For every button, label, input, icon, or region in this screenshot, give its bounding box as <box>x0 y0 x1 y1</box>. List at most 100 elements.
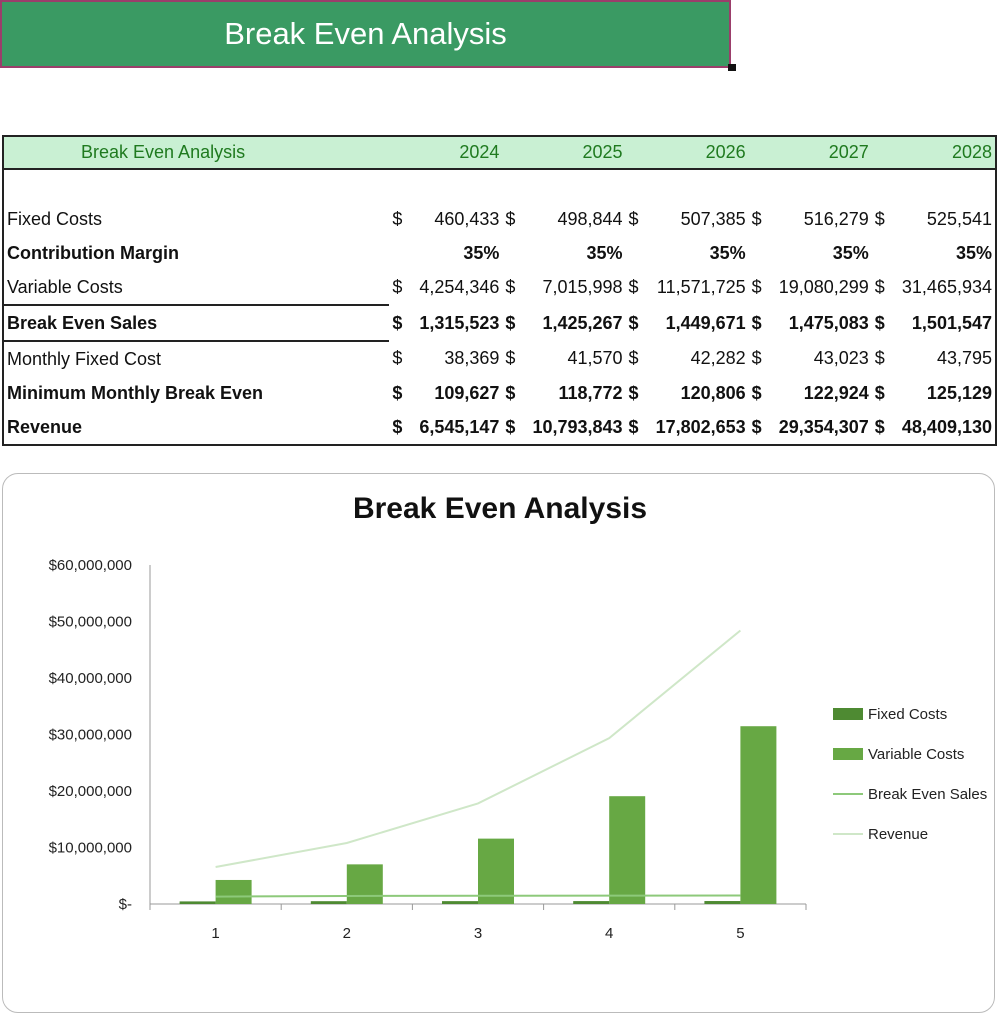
table-row: Monthly Fixed Cost $38,369 $41,570 $42,282 $… <box>3 341 996 376</box>
header-spacer <box>389 136 417 170</box>
row-label: Revenue <box>7 416 83 437</box>
row-value: 1,501,547 <box>911 312 992 333</box>
currency-symbol: $ <box>874 382 885 403</box>
row-value: 516,279 <box>803 208 869 229</box>
variable-costs-bar <box>609 796 646 904</box>
y-tick-label: $10,000,000 <box>49 840 132 857</box>
currency-symbol: $ <box>392 312 403 333</box>
chart-title: Break Even Analysis <box>352 492 648 525</box>
legend-swatch <box>833 708 863 720</box>
legend-item: Break Even Sales <box>833 786 987 803</box>
row-value: 19,080,299 <box>778 277 869 297</box>
currency-symbol: $ <box>505 348 516 368</box>
currency-symbol: $ <box>874 416 885 437</box>
row-value: 35% <box>955 242 992 263</box>
revenue-line <box>215 629 742 869</box>
row-value: 525,541 <box>926 208 992 229</box>
row-value: 125,129 <box>926 382 992 403</box>
y-tick-label: $60,000,000 <box>49 557 132 574</box>
currency-symbol <box>749 236 776 270</box>
row-value: 41,570 <box>567 348 623 368</box>
row-value: 498,844 <box>557 208 623 229</box>
row-value: 35% <box>586 242 623 263</box>
x-tick-label: 1 <box>211 925 219 942</box>
currency-symbol: $ <box>628 382 639 403</box>
table-row: Revenue $6,545,147 $10,793,843 $17,802,653 $… <box>3 410 996 445</box>
break-even-sales-line <box>215 894 741 898</box>
legend-item: Revenue <box>833 826 928 843</box>
legend-label: Revenue <box>868 826 928 843</box>
row-label: Variable Costs <box>3 270 390 306</box>
currency-symbol <box>872 236 899 270</box>
row-value: 35% <box>463 242 500 263</box>
fixed-costs-bar <box>442 901 478 904</box>
variable-costs-bar <box>740 726 777 904</box>
row-value: 1,315,523 <box>419 312 500 333</box>
table-row: Variable Costs $4,254,346 $7,015,998 $11,57… <box>3 270 996 306</box>
table-row: Minimum Monthly Break Even $109,627 $118,7… <box>3 376 996 410</box>
year-header: 2026 <box>652 136 749 170</box>
row-value: 11,571,725 <box>656 277 746 297</box>
row-value: 6,545,147 <box>419 416 500 437</box>
table-row: Contribution Margin 35% 35% 35% 35% 35% <box>3 236 996 270</box>
variable-costs-bar <box>346 864 383 904</box>
currency-symbol: $ <box>874 348 885 368</box>
year-header: 2027 <box>775 136 872 170</box>
row-value: 122,924 <box>803 382 869 403</box>
row-value: 118,772 <box>558 382 623 403</box>
currency-symbol <box>626 236 653 270</box>
row-value: 1,425,267 <box>542 312 623 333</box>
row-value: 10,793,843 <box>532 416 623 437</box>
y-tick-label: $20,000,000 <box>49 783 132 800</box>
row-label: Break Even Sales <box>3 305 390 342</box>
table-header-label: Break Even Analysis <box>3 136 390 170</box>
currency-symbol: $ <box>628 277 639 297</box>
row-value: 31,465,934 <box>901 277 992 297</box>
row-value: 35% <box>832 242 869 263</box>
currency-symbol: $ <box>628 208 639 229</box>
currency-symbol: $ <box>392 382 403 403</box>
legend-label: Break Even Sales <box>868 786 987 803</box>
header-spacer <box>871 136 899 170</box>
legend-item: Variable Costs <box>833 746 964 763</box>
currency-symbol: $ <box>751 382 762 403</box>
row-value: 7,015,998 <box>542 277 623 297</box>
legend-label: Fixed Costs <box>868 706 947 723</box>
fixed-costs-bar <box>704 901 741 904</box>
row-value: 120,806 <box>680 382 746 403</box>
row-value: 507,385 <box>680 208 746 229</box>
currency-symbol: $ <box>392 348 403 368</box>
row-value: 35% <box>709 242 746 263</box>
currency-symbol: $ <box>751 277 762 297</box>
variable-costs-bar <box>215 879 252 904</box>
row-value: 1,475,083 <box>788 312 869 333</box>
y-tick-label: $- <box>119 896 132 913</box>
currency-symbol: $ <box>505 312 516 333</box>
currency-symbol: $ <box>874 277 885 297</box>
row-label: Minimum Monthly Break Even <box>7 382 264 403</box>
row-value: 1,449,671 <box>665 312 746 333</box>
fixed-costs-bar <box>310 901 347 904</box>
variable-costs-bar <box>478 838 514 904</box>
currency-symbol: $ <box>392 416 403 437</box>
spacer-row <box>3 169 996 202</box>
header-spacer <box>502 136 530 170</box>
currency-symbol <box>502 236 529 270</box>
legend-item: Fixed Costs <box>833 706 947 723</box>
row-label: Fixed Costs <box>7 208 103 229</box>
x-tick-label: 3 <box>474 925 482 942</box>
row-value: 43,023 <box>813 348 869 368</box>
y-tick-label: $30,000,000 <box>49 727 132 744</box>
chart-frame[interactable] <box>2 473 995 1013</box>
currency-symbol: $ <box>751 312 762 333</box>
currency-symbol: $ <box>505 416 516 437</box>
row-label: Contribution Margin <box>7 242 179 263</box>
y-tick-label: $40,000,000 <box>49 670 132 687</box>
currency-symbol: $ <box>751 348 762 368</box>
currency-symbol: $ <box>628 348 639 368</box>
year-header: 2028 <box>898 136 996 170</box>
currency-symbol: $ <box>751 416 762 437</box>
row-label: Monthly Fixed Cost <box>7 348 162 369</box>
row-value: 43,795 <box>936 348 992 368</box>
year-header: 2025 <box>529 136 626 170</box>
